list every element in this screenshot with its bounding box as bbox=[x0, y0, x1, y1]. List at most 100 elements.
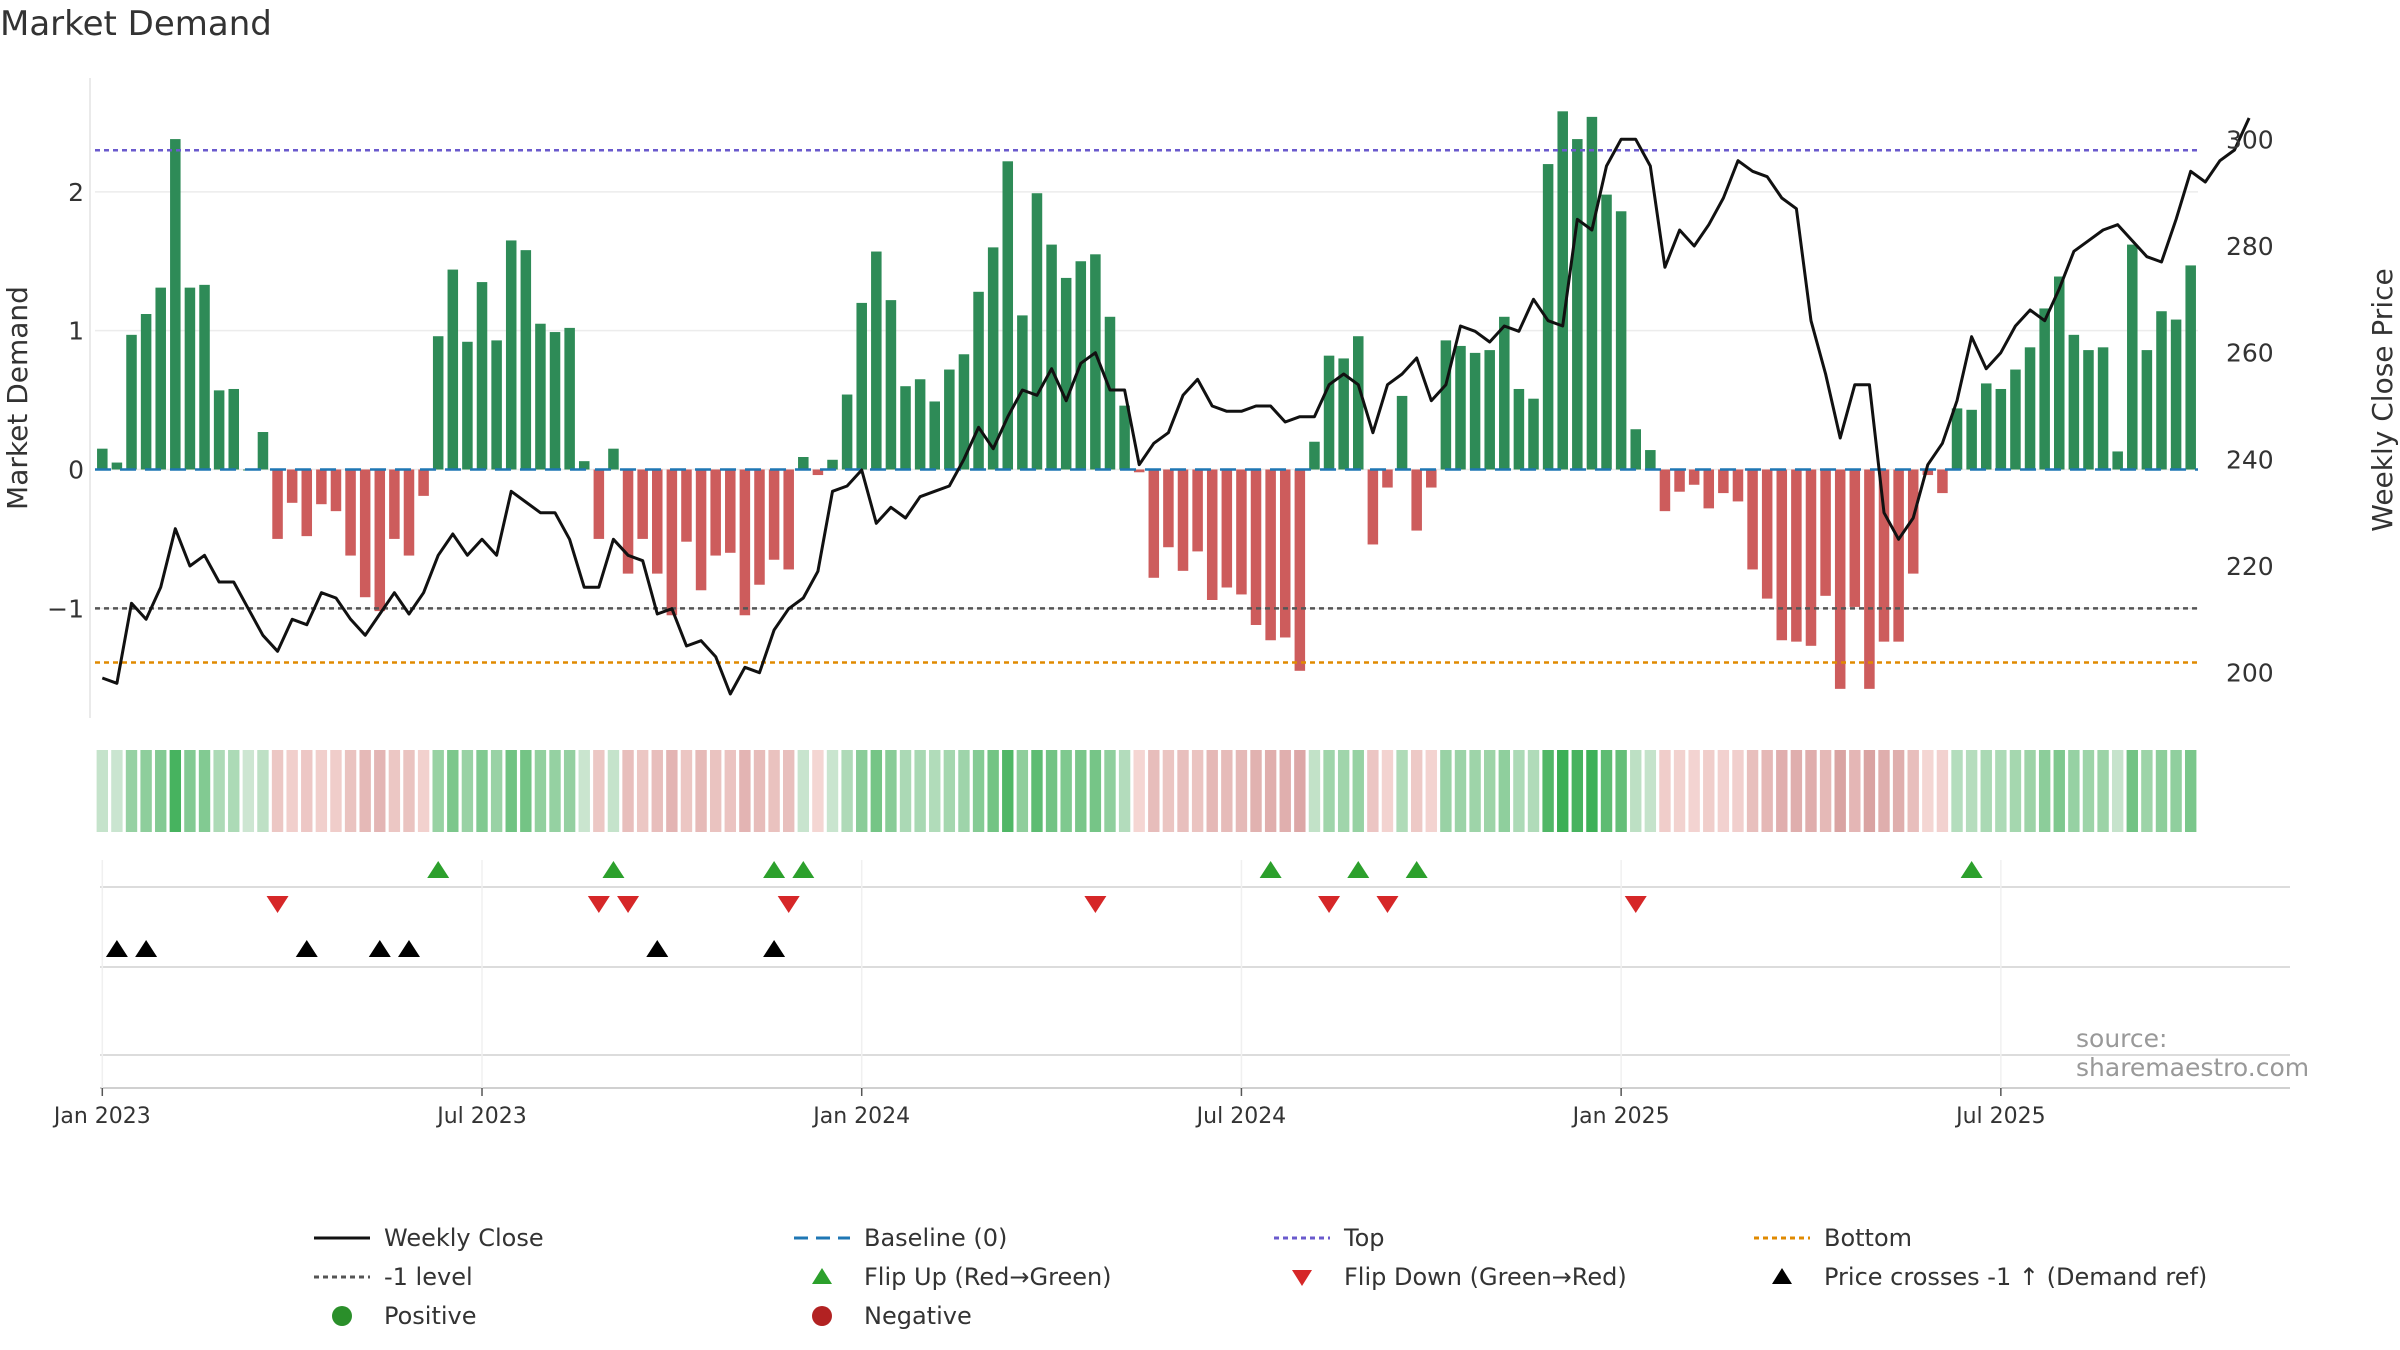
demand-bar-positive bbox=[900, 386, 911, 470]
heat-cell bbox=[403, 750, 415, 832]
heat-cell bbox=[680, 750, 693, 832]
heat-cell bbox=[1527, 750, 1540, 832]
right-tick-label: 240 bbox=[2226, 445, 2274, 474]
demand-heat-strip bbox=[96, 750, 2197, 832]
flip-down-marker bbox=[777, 896, 800, 913]
heat-cell bbox=[1294, 750, 1306, 832]
heat-cell bbox=[2068, 750, 2080, 832]
heat-cell bbox=[417, 750, 430, 832]
demand-bar-positive bbox=[2010, 369, 2021, 470]
demand-bar-positive bbox=[1528, 398, 1539, 470]
demand-bar-negative bbox=[1893, 469, 1904, 642]
heat-cell bbox=[607, 750, 620, 832]
heat-cell bbox=[1761, 750, 1773, 832]
demand-bar-negative bbox=[301, 469, 313, 537]
demand-bars bbox=[97, 111, 2196, 689]
heat-cell bbox=[1484, 750, 1496, 832]
demand-bar-positive bbox=[1484, 350, 1495, 470]
demand-bar-positive bbox=[914, 379, 926, 470]
demand-bar-positive bbox=[1601, 194, 1612, 470]
heat-cell bbox=[870, 750, 883, 832]
heat-cell bbox=[856, 750, 868, 832]
demand-bar-negative bbox=[1791, 469, 1802, 642]
demand-bar-negative bbox=[1776, 469, 1788, 641]
right-tick-label: 260 bbox=[2226, 339, 2274, 368]
demand-bar-positive bbox=[578, 461, 590, 470]
demand-bar-negative bbox=[695, 469, 707, 591]
heat-cell bbox=[228, 750, 240, 832]
heat-cell bbox=[1016, 750, 1029, 832]
price-cross-marker bbox=[368, 940, 391, 957]
demand-bar-positive bbox=[462, 341, 473, 470]
heat-cell bbox=[2155, 750, 2168, 832]
demand-bar-positive bbox=[944, 369, 955, 470]
demand-bar-negative bbox=[1265, 469, 1276, 641]
heat-cell bbox=[184, 750, 196, 832]
heat-cell bbox=[1337, 750, 1350, 832]
demand-bar-negative bbox=[1221, 469, 1233, 588]
right-axis-label: Weekly Close Price bbox=[2366, 268, 2399, 531]
heat-cell bbox=[958, 750, 970, 832]
demand-bar-negative bbox=[710, 469, 721, 556]
demand-bar-negative bbox=[637, 469, 648, 539]
heat-cell bbox=[987, 750, 999, 832]
heat-cell bbox=[1995, 750, 2007, 832]
event-markers: Jan 2023 Jul 2023 Jan 2024 Jul 2024 Jan 2025… bbox=[52, 860, 2290, 1129]
heat-cell bbox=[666, 750, 678, 832]
demand-bar-positive bbox=[432, 336, 444, 470]
demand-bar-positive bbox=[111, 462, 123, 470]
heat-cell bbox=[1498, 750, 1510, 832]
heat-cell bbox=[1469, 750, 1481, 832]
heat-cell bbox=[1586, 750, 1598, 832]
demand-bar-negative bbox=[1236, 469, 1247, 595]
demand-bar-positive bbox=[535, 323, 546, 470]
heat-cell bbox=[213, 750, 225, 832]
heat-cell bbox=[476, 750, 488, 832]
left-tick-label: 2 bbox=[68, 178, 84, 207]
demand-bar-negative bbox=[1703, 469, 1715, 509]
heat-cell bbox=[1863, 750, 1876, 832]
heat-cell bbox=[1746, 750, 1759, 832]
heat-cell bbox=[2170, 750, 2182, 832]
demand-bar-positive bbox=[126, 334, 137, 470]
heat-cell bbox=[1221, 750, 1233, 832]
demand-bar-positive bbox=[1353, 336, 1364, 470]
heat-cell bbox=[1060, 750, 1072, 832]
demand-bar-negative bbox=[754, 469, 765, 585]
demand-bar-positive bbox=[958, 354, 970, 470]
demand-bar-positive bbox=[491, 340, 502, 470]
heat-cell bbox=[1965, 750, 1978, 832]
demand-bar-negative bbox=[1718, 469, 1729, 494]
demand-bar-positive bbox=[1119, 405, 1130, 470]
demand-bar-positive bbox=[2039, 308, 2050, 470]
demand-bar-positive bbox=[1572, 139, 1583, 470]
demand-bar-positive bbox=[987, 247, 999, 470]
heat-cell bbox=[1659, 750, 1671, 832]
heat-cell bbox=[301, 750, 313, 832]
heat-cell bbox=[549, 750, 561, 832]
heat-cell bbox=[1542, 750, 1554, 832]
demand-bar-positive bbox=[140, 314, 152, 470]
demand-bar-negative bbox=[1761, 469, 1773, 599]
x-tick-label: Jan 2025 bbox=[1571, 1104, 1670, 1129]
demand-bar-positive bbox=[213, 390, 225, 470]
demand-bar-negative bbox=[330, 469, 342, 512]
demand-bar-positive bbox=[798, 457, 809, 470]
heat-cell bbox=[432, 750, 444, 832]
demand-bar-positive bbox=[2112, 451, 2123, 470]
heat-cell bbox=[1834, 750, 1846, 832]
demand-bar-negative bbox=[1849, 469, 1861, 607]
demand-bar-positive bbox=[2141, 350, 2153, 470]
heat-cell bbox=[1922, 750, 1934, 832]
heat-cell bbox=[914, 750, 926, 832]
demand-bar-positive bbox=[476, 282, 488, 470]
demand-bar-negative bbox=[681, 469, 692, 542]
heat-cell bbox=[155, 750, 167, 832]
demand-bar-positive bbox=[1104, 316, 1116, 470]
heat-cell bbox=[695, 750, 707, 832]
demand-bar-positive bbox=[447, 269, 459, 470]
heat-cell bbox=[1878, 750, 1890, 832]
heat-cell bbox=[1513, 750, 1525, 832]
heat-cell bbox=[534, 750, 547, 832]
heat-cell bbox=[140, 750, 152, 832]
